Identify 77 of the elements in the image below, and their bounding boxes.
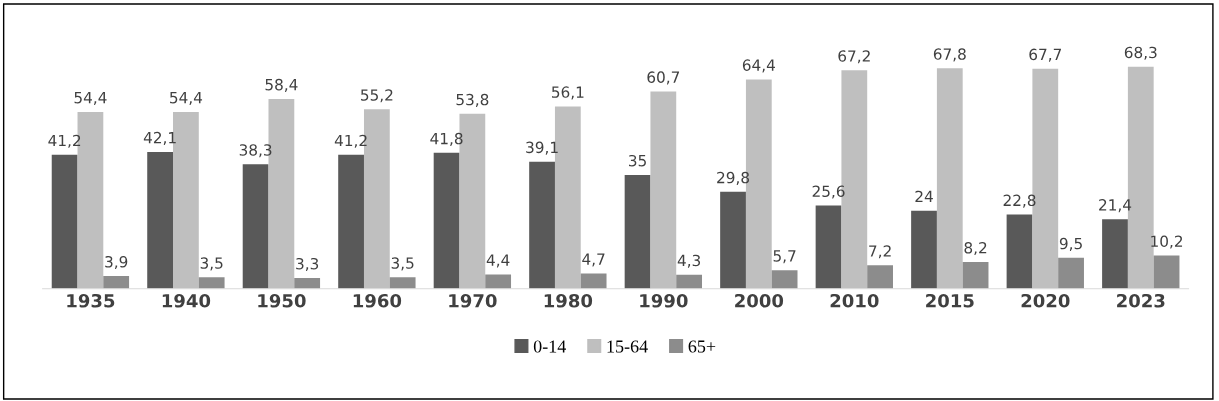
bar (338, 154, 364, 289)
legend-label: 65+ (688, 340, 716, 353)
data-label: 9,5 (1059, 237, 1082, 251)
data-label: 35 (629, 154, 646, 167)
x-tick-label: 1970 (449, 293, 497, 308)
data-label: 3,9 (105, 255, 128, 270)
data-label: 54,4 (170, 92, 203, 105)
bar (580, 273, 607, 289)
bar (389, 277, 416, 289)
data-label: 3,5 (391, 257, 414, 271)
bar (198, 277, 225, 289)
data-label: 41,8 (430, 132, 463, 146)
bar (1058, 257, 1084, 289)
data-label: 24 (915, 190, 933, 202)
x-tick-label: 1950 (258, 293, 306, 308)
data-label: 8,2 (964, 242, 987, 256)
data-label: 55,2 (361, 89, 393, 103)
x-tick-label: 1980 (544, 293, 593, 308)
data-label: 38,3 (239, 144, 272, 158)
x-tick-label: 2010 (830, 293, 879, 308)
bar (103, 276, 130, 289)
data-label: 3,3 (296, 257, 319, 272)
x-tick-label: 1990 (640, 293, 688, 308)
data-label: 7,2 (869, 245, 891, 259)
data-label: 4,3 (677, 254, 701, 268)
data-label: 67,7 (1029, 48, 1061, 62)
bar (242, 164, 269, 289)
data-label: 56,1 (552, 86, 584, 100)
data-label: 41,2 (334, 134, 367, 148)
bar (1006, 214, 1033, 289)
x-tick-label: 2015 (926, 293, 974, 308)
x-tick-label: 1935 (67, 293, 115, 308)
data-label: 5,7 (773, 250, 796, 264)
bar (815, 205, 842, 289)
data-label: 53,8 (456, 93, 489, 107)
bar (294, 277, 321, 289)
data-label: 54,4 (74, 92, 107, 105)
x-tick-label: 2020 (1021, 293, 1070, 308)
data-label: 4,4 (486, 254, 510, 268)
legend-label: 0-14 (533, 340, 566, 353)
data-label: 67,2 (838, 50, 870, 64)
bar (51, 154, 78, 289)
data-label: 58,4 (265, 78, 298, 92)
bar (720, 191, 746, 289)
bar (936, 68, 963, 289)
bar (1153, 255, 1180, 289)
bar (676, 274, 703, 289)
bar (529, 161, 555, 289)
data-label: 67,8 (933, 48, 966, 62)
data-label: 25,6 (812, 185, 845, 199)
bar (962, 262, 989, 289)
bar (624, 174, 651, 289)
legend-label: 15-64 (607, 340, 648, 353)
bar (650, 91, 677, 289)
bar (485, 274, 512, 289)
data-label: 22,8 (1003, 194, 1036, 208)
bar (147, 151, 174, 289)
bar (1102, 219, 1128, 289)
data-label: 68,3 (1124, 46, 1157, 60)
bar (867, 265, 893, 289)
x-tick-label: 2023 (1117, 293, 1165, 308)
bar (771, 270, 798, 289)
x-tick-label: 2000 (735, 293, 784, 308)
data-label: 41,2 (48, 134, 81, 148)
data-label: 3,5 (200, 257, 223, 271)
data-label: 29,8 (717, 171, 750, 185)
x-tick-label: 1940 (162, 293, 211, 308)
data-label: 10,2 (1151, 235, 1183, 249)
x-tick-label: 1960 (353, 293, 402, 308)
data-label: 39,1 (526, 141, 558, 155)
data-label: 64,4 (742, 59, 775, 73)
data-label: 42,1 (143, 131, 176, 145)
data-label: 4,7 (582, 253, 605, 267)
data-label: 21,4 (1099, 199, 1132, 213)
bar (911, 210, 937, 289)
bar (433, 152, 460, 289)
data-label: 60,7 (647, 71, 680, 85)
